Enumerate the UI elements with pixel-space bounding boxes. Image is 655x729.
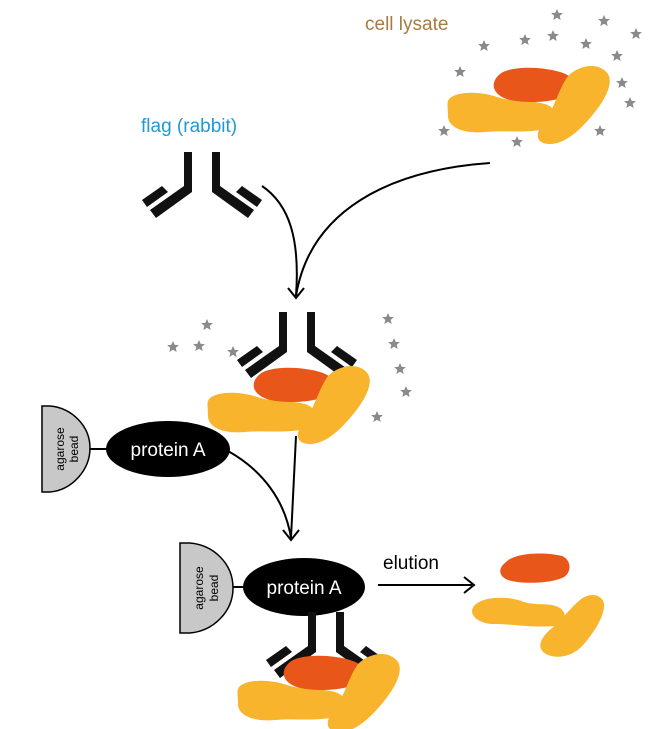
arrow-head-1 xyxy=(287,287,305,300)
elution-arrow-head xyxy=(463,576,476,594)
arrow-antibody xyxy=(261,185,298,297)
arrow-bound xyxy=(290,435,297,539)
lysate-complex xyxy=(447,65,610,144)
eluted-proteins xyxy=(472,553,605,657)
bead-label-1: bead xyxy=(67,436,81,463)
protein-a-2: protein A xyxy=(243,558,365,616)
bead-label-2: bead xyxy=(207,575,221,602)
agarose-bead-1: agarose bead xyxy=(41,405,91,493)
cell-lysate-label: cell lysate xyxy=(365,14,448,35)
protein-a-label-1: protein A xyxy=(131,440,206,461)
arrow-head-2 xyxy=(282,529,300,542)
arrow-lysate xyxy=(295,162,491,297)
elution-label: elution xyxy=(383,553,439,574)
protein-a-label-2: protein A xyxy=(267,578,342,599)
agarose-label-2: agarose xyxy=(192,566,206,610)
bottom-complex xyxy=(237,653,400,729)
flag-antibody-label: flag (rabbit) xyxy=(141,116,237,137)
protein-a-1: protein A xyxy=(106,421,230,477)
arrow-protein-a xyxy=(227,450,292,539)
middle-complex xyxy=(207,365,370,444)
free-antibody xyxy=(142,152,262,218)
agarose-bead-2: agarose bead xyxy=(179,542,234,634)
agarose-label-1: agarose xyxy=(53,427,67,471)
